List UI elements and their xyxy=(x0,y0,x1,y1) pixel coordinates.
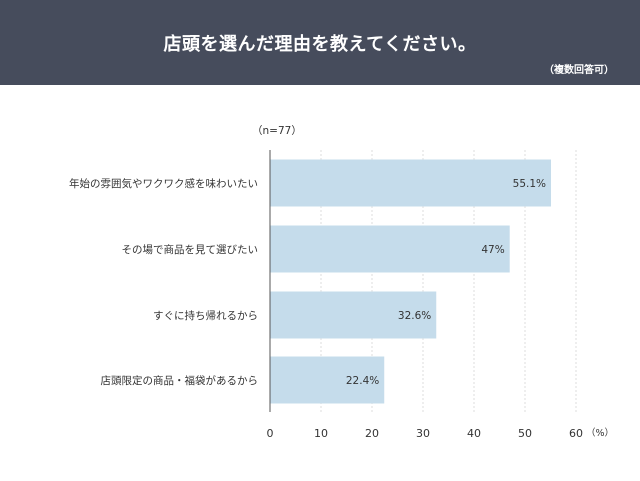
bar xyxy=(270,159,552,207)
bar xyxy=(270,225,510,273)
bar xyxy=(270,356,385,404)
bar xyxy=(270,291,437,339)
x-tick-label: 50 xyxy=(518,427,532,440)
x-tick-label: 10 xyxy=(314,427,328,440)
category-label: その場で商品を見て選びたい xyxy=(122,243,259,256)
bar-value-label: 47% xyxy=(481,244,504,256)
chart-title: 店頭を選んだ理由を教えてください。 xyxy=(163,34,477,55)
chart-subtitle: （複数回答可） xyxy=(544,65,614,76)
bar-value-label: 55.1% xyxy=(513,178,546,190)
category-label: 店頭限定の商品・福袋があるから xyxy=(101,374,259,387)
x-tick-label: 60 xyxy=(569,427,583,440)
x-unit-label: （%） xyxy=(586,427,614,439)
bar-value-label: 22.4% xyxy=(346,375,379,387)
x-tick-label: 40 xyxy=(467,427,481,440)
x-tick-label: 20 xyxy=(365,427,379,440)
x-tick-label: 30 xyxy=(416,427,430,440)
category-label: 年始の雰囲気やワクワク感を味わいたい xyxy=(69,177,258,190)
sample-size-note: （n=77） xyxy=(252,125,302,137)
bar-value-label: 32.6% xyxy=(398,310,431,322)
category-label: すぐに持ち帰れるから xyxy=(153,309,258,322)
header-banner: 店頭を選んだ理由を教えてください。 （複数回答可） xyxy=(0,0,640,85)
x-tick-label: 0 xyxy=(267,427,274,440)
